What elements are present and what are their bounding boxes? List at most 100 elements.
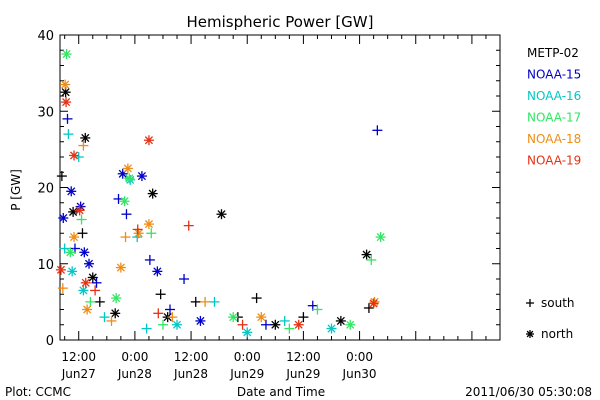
x-tick-date-label: Jun29: [229, 367, 264, 381]
data-point: [99, 312, 110, 323]
data-point: [147, 188, 158, 199]
data-point: [122, 163, 133, 174]
x-tick-date-label: Jun30: [342, 367, 377, 381]
data-point: [298, 312, 309, 323]
data-point: [200, 296, 211, 307]
data-point: [90, 285, 101, 296]
data-point: [78, 285, 89, 296]
x-tick-date-label: Jun29: [285, 367, 320, 381]
data-markers: [55, 49, 386, 338]
chart-title: Hemispheric Power [GW]: [187, 13, 374, 31]
plot-credit: Plot: CCMC: [5, 385, 71, 399]
data-point: [119, 196, 130, 207]
data-point: [153, 308, 164, 319]
data-point: [335, 315, 346, 326]
data-point: [59, 243, 70, 254]
data-point: [69, 150, 80, 161]
data-point: [56, 171, 67, 182]
data-point: [167, 312, 178, 323]
plot-area-frame: [59, 34, 501, 341]
data-point: [251, 293, 262, 304]
data-point: [143, 135, 154, 146]
data-point: [69, 232, 80, 243]
marker-legend-symbol: [526, 299, 534, 307]
x-tick-date-label: Jun28: [173, 367, 208, 381]
marker-legend-label: north: [541, 327, 573, 341]
y-tick-label: 0: [46, 334, 54, 349]
x-axis: 12:00 Jun27 0:00 Jun28 12:00 Jun28 0:00 Jun29 12…: [61, 35, 487, 381]
data-point: [124, 173, 135, 184]
data-point: [195, 315, 206, 326]
data-point: [77, 228, 88, 239]
legend-entry: METP-02: [527, 46, 579, 60]
x-tick-date-label: Jun28: [117, 367, 152, 381]
marker-legend-symbol: [526, 330, 534, 338]
data-point: [136, 171, 147, 182]
data-point: [132, 224, 143, 235]
data-point: [363, 302, 374, 313]
data-point: [256, 312, 267, 323]
data-point: [63, 129, 74, 140]
data-point: [375, 232, 386, 243]
data-point: [120, 232, 131, 243]
x-tick-time-label: 0:00: [346, 350, 373, 364]
data-point: [209, 296, 220, 307]
legend-entry: NOAA-15: [527, 68, 581, 82]
y-tick-label: 20: [37, 182, 54, 197]
data-point: [237, 319, 248, 330]
data-point: [144, 254, 155, 265]
x-tick-time-label: 0:00: [121, 350, 148, 364]
x-tick-time-label: 12:00: [286, 350, 321, 364]
data-point: [84, 258, 95, 269]
data-point: [326, 323, 337, 334]
y-axis-label: P [GW]: [9, 169, 23, 211]
data-point: [345, 319, 356, 330]
data-point: [68, 206, 79, 217]
x-tick-time-label: 12:00: [174, 350, 209, 364]
data-point: [115, 262, 126, 273]
data-point: [78, 140, 89, 151]
data-point: [216, 209, 227, 220]
data-point: [79, 247, 90, 258]
data-point: [66, 186, 77, 197]
data-point: [61, 97, 72, 108]
data-point: [260, 319, 271, 330]
data-point: [117, 168, 128, 179]
data-point: [372, 125, 383, 136]
marker-legend-label: south: [541, 296, 575, 310]
data-point: [183, 220, 194, 231]
data-point: [157, 319, 168, 330]
data-point: [111, 293, 122, 304]
data-point: [361, 249, 372, 260]
data-point: [242, 327, 253, 338]
y-axis: 0 10 20 30 40: [37, 29, 500, 349]
data-point: [121, 209, 132, 220]
data-point: [172, 319, 183, 330]
data-point: [67, 266, 78, 277]
data-point: [74, 205, 85, 216]
legend-entry: NOAA-19: [527, 154, 581, 168]
data-point: [190, 296, 201, 307]
data-point: [80, 132, 91, 143]
data-point: [80, 277, 91, 288]
y-tick-label: 40: [37, 29, 54, 44]
data-point: [141, 323, 152, 334]
data-point: [279, 315, 290, 326]
data-point: [110, 308, 121, 319]
plot-timestamp: 2011/06/30 05:30:08: [465, 385, 592, 399]
legend-entry: NOAA-18: [527, 132, 581, 146]
data-point: [228, 312, 239, 323]
x-axis-label: Date and Time: [237, 385, 325, 399]
data-point: [106, 315, 117, 326]
data-point: [76, 214, 87, 225]
data-point: [94, 296, 105, 307]
data-point: [270, 319, 281, 330]
data-point: [368, 298, 379, 309]
legend-entry: NOAA-16: [527, 89, 581, 103]
x-tick-date-label: Jun27: [61, 367, 96, 381]
data-point: [62, 113, 73, 124]
data-point: [65, 247, 76, 258]
data-point: [366, 254, 377, 265]
data-point: [155, 289, 166, 300]
